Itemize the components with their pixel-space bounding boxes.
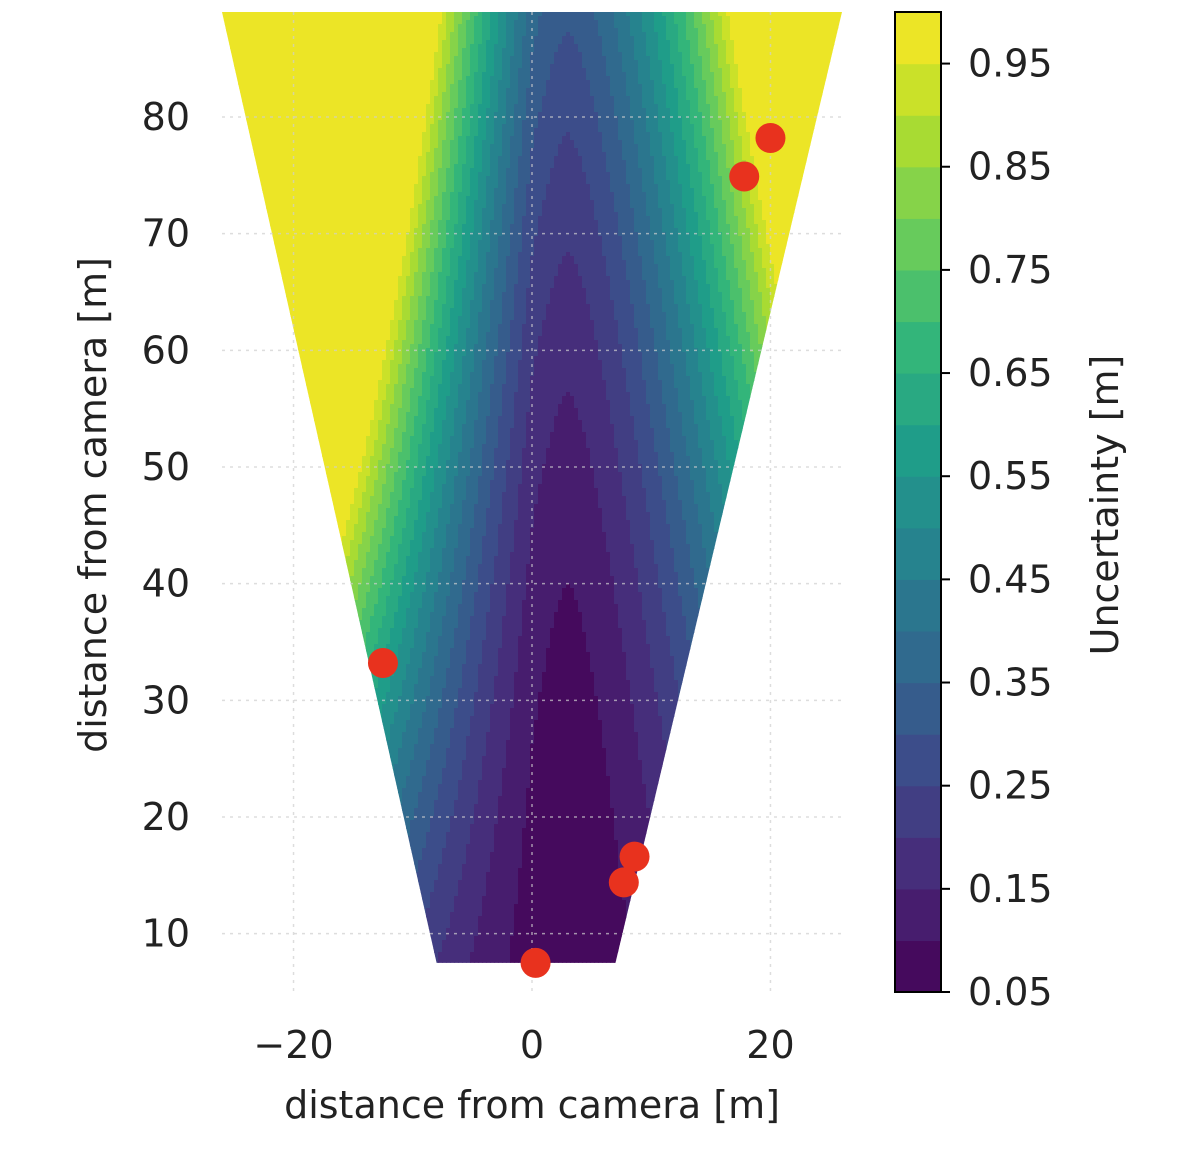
colorbar-segment (895, 167, 941, 219)
colorbar: 0.05 0.15 0.25 0.35 0.45 0.55 0.65 0.75 0.85 0.95 (895, 12, 1053, 1014)
camera-point (755, 123, 785, 153)
y-tick-label: 60 (142, 328, 190, 372)
colorbar-segment (895, 115, 941, 167)
y-tick-label: 30 (142, 678, 190, 722)
colorbar-segment (895, 425, 941, 477)
colorbar-segment (895, 270, 941, 322)
colorbar-segment (895, 373, 941, 425)
colorbar-segment (895, 786, 941, 838)
colorbar-segment (895, 889, 941, 941)
colorbar-tick-label: 0.25 (968, 764, 1053, 808)
colorbar-segment (895, 476, 941, 528)
x-tick-label: 0 (520, 1023, 544, 1067)
camera-point (620, 842, 650, 872)
colorbar-tick-label: 0.55 (968, 454, 1053, 498)
colorbar-segment (895, 683, 941, 735)
y-tick-label: 40 (142, 562, 190, 606)
colorbar-segment (895, 528, 941, 580)
y-axis-label: distance from camera [m] (71, 257, 115, 753)
x-tick-label: 20 (746, 1023, 794, 1067)
y-tick-label: 10 (142, 912, 190, 956)
colorbar-segment (895, 631, 941, 683)
colorbar-segment (895, 64, 941, 116)
y-tick-label: 50 (142, 445, 190, 489)
y-tick-label: 70 (142, 212, 190, 256)
colorbar-label: Uncertainty [m] (1083, 355, 1127, 656)
colorbar-segment (895, 837, 941, 889)
colorbar-segment (895, 734, 941, 786)
colorbar-tick-label: 0.15 (968, 867, 1053, 911)
colorbar-segment (895, 940, 941, 992)
y-tick-label: 20 (142, 795, 190, 839)
colorbar-segment (895, 321, 941, 373)
colorbar-tick-label: 0.95 (968, 42, 1053, 86)
camera-point (729, 162, 759, 192)
colorbar-tick-label: 0.75 (968, 248, 1053, 292)
colorbar-tick-label: 0.05 (968, 970, 1053, 1014)
y-tick-label: 80 (142, 95, 190, 139)
colorbar-tick-label: 0.65 (968, 351, 1053, 395)
colorbar-tick-label: 0.85 (968, 145, 1053, 189)
colorbar-segment (895, 12, 941, 64)
y-axis-ticks: 10 20 30 40 50 60 70 80 (142, 95, 190, 956)
x-tick-label: −20 (253, 1023, 333, 1067)
camera-point (609, 867, 639, 897)
camera-point (521, 948, 551, 978)
x-axis-ticks: −20 0 20 (253, 1023, 794, 1067)
x-axis-label: distance from camera [m] (284, 1083, 780, 1127)
colorbar-segment (895, 218, 941, 270)
colorbar-tick-label: 0.45 (968, 557, 1053, 601)
camera-point (368, 648, 398, 678)
colorbar-tick-label: 0.35 (968, 661, 1053, 705)
colorbar-segment (895, 579, 941, 631)
